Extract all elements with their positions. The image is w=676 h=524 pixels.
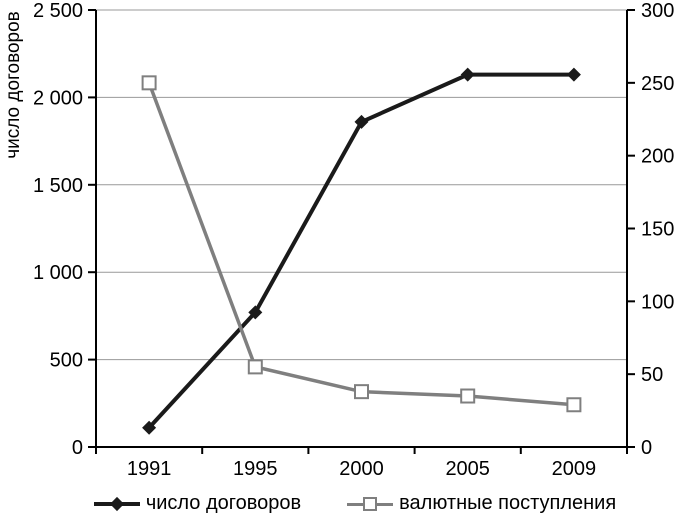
right-tick-label: 200 xyxy=(641,146,674,168)
square-series-key-icon xyxy=(347,496,394,512)
x-tick-label: 1995 xyxy=(233,458,278,480)
left-tick-label: 1 500 xyxy=(33,175,83,197)
right-tick-label: 300 xyxy=(641,0,674,22)
x-tick-label: 1991 xyxy=(127,458,172,480)
plot-area: 0 500 1 000 1 500 2 000 2 500 0 50 100 150 200 250 3… xyxy=(33,0,674,480)
diamond-marker xyxy=(248,305,263,320)
square-marker xyxy=(141,75,157,91)
left-tick-label: 500 xyxy=(50,350,83,372)
legend: число договоров валютные поступления xyxy=(0,492,676,515)
legend-item-contracts: число договоров xyxy=(93,492,302,515)
diamond-marker xyxy=(460,67,475,82)
left-tick-label: 0 xyxy=(72,437,83,459)
right-tick-label: 150 xyxy=(641,219,674,241)
legend-item-currency: валютные поступления xyxy=(347,492,616,515)
legend-label-contracts: число договоров xyxy=(145,492,302,514)
x-tick-label: 2009 xyxy=(552,458,597,480)
right-tick-label: 100 xyxy=(641,291,674,313)
left-tick-label: 1 000 xyxy=(33,262,83,284)
x-tick-label: 2005 xyxy=(445,458,490,480)
right-tick-label: 50 xyxy=(641,364,663,386)
diamond-marker xyxy=(566,67,581,82)
left-tick-label: 2 500 xyxy=(33,0,83,22)
diamond-marker xyxy=(354,114,369,129)
diamond-marker xyxy=(142,420,157,435)
square-marker xyxy=(460,388,476,404)
square-marker xyxy=(354,384,369,400)
x-tick-label: 2000 xyxy=(339,458,384,480)
right-tick-label: 250 xyxy=(641,73,674,95)
diamond-series-key-icon xyxy=(93,496,140,512)
square-marker xyxy=(247,359,263,375)
square-marker xyxy=(566,397,582,413)
left-tick-label: 2 000 xyxy=(33,87,83,109)
right-tick-label: 0 xyxy=(641,437,652,459)
legend-label-currency: валютные поступления xyxy=(399,492,617,514)
